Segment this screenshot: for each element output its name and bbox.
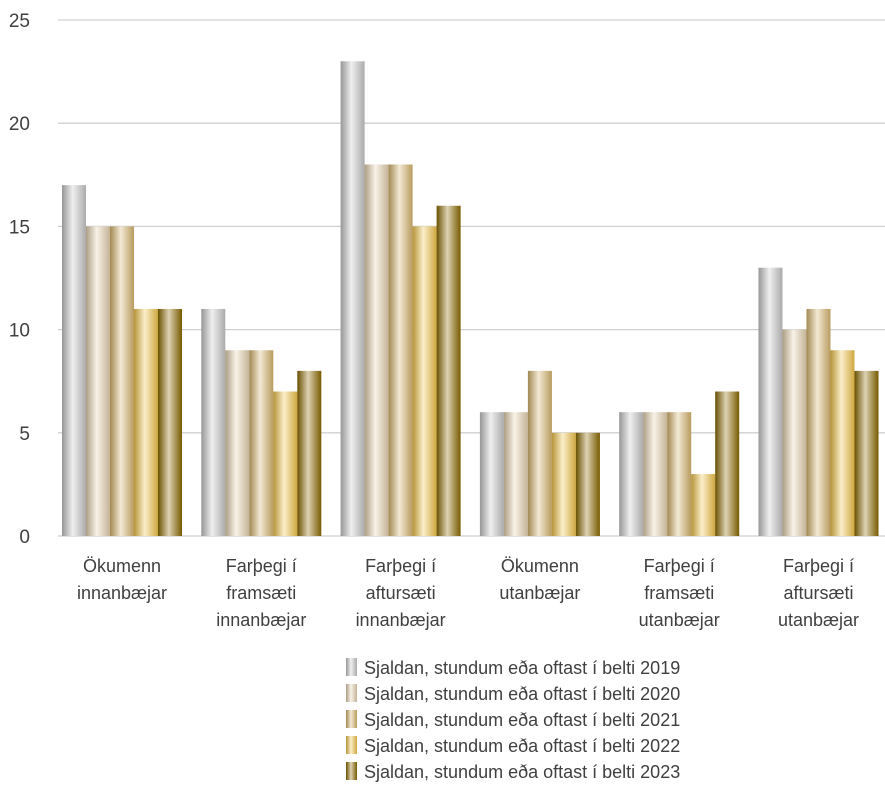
bar [273, 391, 298, 536]
bar [388, 164, 413, 537]
bar [86, 226, 110, 536]
y-tick-label: 20 [9, 114, 30, 135]
bar [806, 308, 831, 536]
legend-swatch [346, 762, 357, 780]
bar [364, 164, 389, 537]
x-tick-label: utanbæjar [778, 610, 859, 630]
x-tick-label: Farþegi í [226, 556, 297, 576]
x-tick-label: Ökumenn [501, 556, 579, 576]
bar [479, 412, 504, 536]
bar [412, 226, 437, 536]
y-axis-ticks: 0 5 10 15 20 25 [9, 11, 30, 548]
legend-label: Sjaldan, stundum eða oftast í belti 2019 [364, 658, 680, 678]
legend-label: Sjaldan, stundum eða oftast í belti 2022 [364, 736, 680, 756]
bar [503, 412, 528, 536]
x-tick-label: innanbæjar [77, 583, 167, 603]
x-tick-label: Farþegi í [365, 556, 436, 576]
x-tick-label: utanbæjar [499, 583, 580, 603]
y-tick-label: 25 [9, 11, 30, 32]
legend-label: Sjaldan, stundum eða oftast í belti 2023 [364, 762, 680, 782]
legend-swatch [346, 684, 357, 702]
y-tick-label: 15 [9, 217, 30, 238]
x-axis-labels: Ökumenn innanbæjar Farþegi í framsæti innanb… [77, 556, 859, 630]
bar [527, 370, 552, 536]
bar [782, 329, 807, 536]
x-tick-label: framsæti [644, 583, 714, 603]
gridlines [58, 19, 885, 537]
x-tick-label: Farþegi í [644, 556, 715, 576]
bar [436, 205, 461, 536]
bars [62, 61, 879, 537]
bar [134, 308, 158, 536]
y-tick-label: 10 [9, 321, 30, 342]
x-tick-label: innanbæjar [216, 610, 306, 630]
bar [110, 226, 134, 536]
bar [854, 370, 879, 536]
x-tick-label: innanbæjar [356, 610, 446, 630]
y-tick-label: 5 [19, 424, 30, 445]
bar [62, 185, 86, 536]
bar [249, 350, 274, 536]
bar [158, 308, 182, 536]
bar [715, 391, 740, 536]
x-tick-label: Farþegi í [783, 556, 854, 576]
bar [758, 267, 783, 536]
legend-label: Sjaldan, stundum eða oftast í belti 2020 [364, 684, 680, 704]
legend-swatch [346, 658, 357, 676]
bar [830, 350, 855, 536]
bar [201, 308, 226, 536]
bar [667, 412, 692, 536]
x-tick-label: aftursæti [366, 583, 436, 603]
legend-swatch [346, 710, 357, 728]
legend: Sjaldan, stundum eða oftast í belti 2019… [346, 658, 680, 782]
bar [551, 432, 576, 536]
legend-swatch [346, 736, 357, 754]
bar [643, 412, 668, 536]
bar [225, 350, 250, 536]
y-tick-label: 0 [19, 527, 30, 548]
x-tick-label: Ökumenn [83, 556, 161, 576]
bar [575, 432, 600, 536]
bar [340, 61, 365, 536]
bar [691, 474, 716, 536]
x-tick-label: utanbæjar [639, 610, 720, 630]
x-tick-label: aftursæti [783, 583, 853, 603]
legend-label: Sjaldan, stundum eða oftast í belti 2021 [364, 710, 680, 730]
bar [619, 412, 644, 536]
x-tick-label: framsæti [226, 583, 296, 603]
bar [297, 370, 322, 536]
